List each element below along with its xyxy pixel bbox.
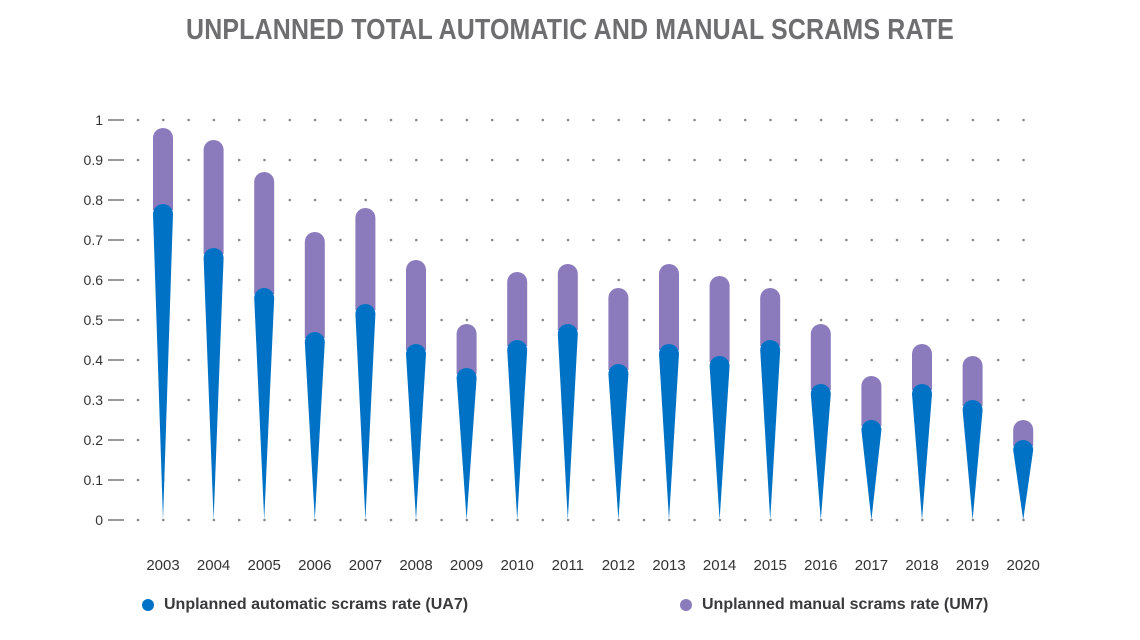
x-tick-label: 2006 [298, 557, 331, 574]
bar-ua7-2006 [304, 332, 325, 520]
bar-ua7-2016 [810, 384, 831, 520]
bar-um7-2011 [557, 264, 578, 330]
legend-um7-label: Unplanned manual scrams rate (UM7) [702, 596, 989, 613]
bar-um7-2012 [608, 288, 629, 370]
legend-item-ua7: Unplanned automatic scrams rate (UA7) [142, 596, 468, 614]
y-tick-label: 0.6 [84, 272, 104, 288]
bar-ua7-2011 [557, 324, 578, 520]
bar-ua7-2009 [456, 368, 477, 520]
bar-ua7-2003 [153, 204, 173, 520]
y-tick-label: 0 [95, 512, 103, 528]
x-tick-label: 2020 [1007, 557, 1040, 574]
legend-ua7-swatch [142, 599, 154, 611]
y-tick-label: 1 [95, 112, 103, 128]
chart-title: UNPLANNED TOTAL AUTOMATIC AND MANUAL SCR… [186, 14, 954, 46]
bar-um7-2006 [304, 232, 325, 338]
y-tick-label: 0.4 [84, 352, 104, 368]
bar-um7-2020 [1013, 420, 1034, 446]
y-tick-label: 0.3 [84, 392, 104, 408]
x-tick-label: 2005 [248, 557, 281, 574]
legend-ua7-label: Unplanned automatic scrams rate (UA7) [164, 596, 469, 613]
bar-um7-2009 [456, 324, 477, 374]
bar-um7-2017 [861, 376, 882, 426]
bar-ua7-2012 [608, 364, 629, 520]
x-tick-label: 2018 [905, 557, 938, 574]
x-tick-label: 2008 [399, 557, 432, 574]
legend-item-um7: Unplanned manual scrams rate (UM7) [680, 596, 988, 614]
x-tick-label: 2014 [703, 557, 736, 574]
y-tick-label: 0.2 [84, 432, 104, 448]
x-tick-label: 2010 [501, 557, 534, 574]
bar-um7-2013 [659, 264, 679, 350]
bar-ua7-2015 [760, 340, 781, 520]
x-tick-label: 2007 [349, 557, 382, 574]
bar-um7-2014 [709, 276, 730, 362]
bar-ua7-2014 [709, 356, 730, 520]
y-tick-label: 0.8 [84, 192, 104, 208]
bar-um7-2015 [760, 288, 781, 346]
bar-um7-2010 [507, 272, 528, 346]
x-tick-label: 2009 [450, 557, 483, 574]
bar-um7-2019 [962, 356, 983, 406]
bar-ua7-2010 [507, 340, 528, 520]
x-tick-label: 2003 [146, 557, 179, 574]
bar-ua7-2019 [962, 400, 983, 520]
y-tick-label: 0.9 [84, 152, 104, 168]
x-tick-label: 2004 [197, 557, 230, 574]
bar-um7-2004 [203, 140, 224, 254]
bar-ua7-2008 [406, 344, 426, 520]
x-tick-label: 2017 [855, 557, 888, 574]
x-tick-label: 2016 [804, 557, 837, 574]
legend-um7-swatch [680, 599, 692, 611]
y-tick-label: 0.5 [84, 312, 104, 328]
x-tick-label: 2019 [956, 557, 989, 574]
x-tick-label: 2013 [652, 557, 685, 574]
x-tick-label: 2015 [754, 557, 787, 574]
bar-ua7-2017 [861, 420, 882, 520]
x-tick-label: 2012 [602, 557, 635, 574]
bar-um7-2007 [355, 208, 376, 310]
bar-um7-2003 [153, 128, 173, 210]
bar-um7-2018 [912, 344, 932, 390]
bar-ua7-2005 [254, 288, 275, 520]
y-tick-label: 0.1 [84, 472, 104, 488]
bar-ua7-2018 [912, 384, 932, 520]
bar-ua7-2020 [1013, 440, 1034, 520]
bar-ua7-2007 [355, 304, 376, 520]
bar-um7-2005 [254, 172, 275, 294]
bar-ua7-2004 [203, 248, 224, 521]
bar-um7-2008 [406, 260, 426, 350]
y-tick-label: 0.7 [84, 232, 104, 248]
bar-um7-2016 [810, 324, 831, 390]
x-tick-label: 2011 [552, 557, 584, 574]
bar-ua7-2013 [659, 344, 679, 520]
